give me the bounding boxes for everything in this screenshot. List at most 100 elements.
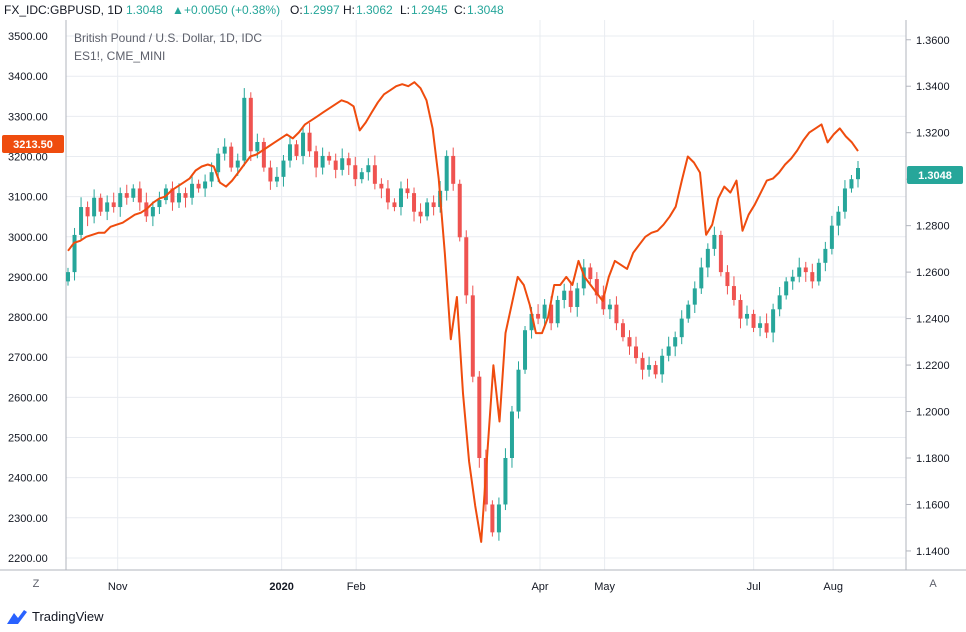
candle [163,184,168,205]
candle [588,263,593,284]
candle [405,178,410,199]
candle [340,148,345,176]
candle-body [327,155,332,161]
right-tick-label: 1.1600 [916,499,950,511]
tradingview-brand[interactable]: TradingView [32,609,104,624]
price-chart[interactable]: 2200.00 2300.00 2400.00 2500.00 2600.00 2700.… [0,0,966,600]
candle-body [79,207,84,235]
candle-body [294,144,299,156]
candle-body [777,295,782,310]
tradingview-logo-icon[interactable] [6,609,28,625]
candle-body [176,193,181,203]
left-tick-label: 2600.00 [8,392,48,404]
candle-body [620,323,625,338]
x-tick-label: Jul [747,581,761,593]
right-tick-label: 1.2800 [916,221,950,233]
grid-lines [66,20,906,570]
candle [620,319,625,342]
candle [72,227,77,281]
candle [353,156,358,187]
candle [314,145,319,178]
candle-body [816,262,821,282]
candle [444,150,449,201]
candle-body [379,183,384,189]
candle-body [222,146,227,154]
candle [816,258,821,286]
candle [222,138,227,161]
left-tick-label: 2800.00 [8,312,48,324]
left-axis-ticks: 2200.00 2300.00 2400.00 2500.00 2600.00 2700.… [8,31,48,565]
right-axis-ticks: 1.1400 1.1600 1.1800 1.2000 1.2200 1.2400 1.26… [906,35,950,558]
candle [751,309,756,333]
legend-secondary: ES1!, CME_MINI [74,49,165,63]
candle [516,361,521,419]
candle [771,303,776,343]
left-last-value: 3213.50 [13,139,53,151]
candle-body [529,313,534,331]
candle-body [673,337,678,347]
candle [823,241,828,272]
candle [379,178,384,199]
candle-body [797,267,802,277]
candle-body [92,197,97,217]
candle [431,195,436,216]
symbol-name[interactable]: FX_IDC:GBPUSD, 1D [4,3,123,17]
candle [346,152,351,175]
left-tick-label: 3500.00 [8,31,48,43]
candle-body [412,193,417,212]
candle [803,261,808,282]
candle [320,147,325,175]
price-change: +0.0050 (+0.38%) [184,3,281,17]
candle [764,313,769,339]
candle-body [614,304,619,324]
candle [98,193,103,216]
candle [287,135,292,168]
candle [829,215,834,255]
candle-body [686,304,691,319]
candle-body [562,290,567,300]
candle-body [203,181,208,189]
candle [372,155,377,190]
candle-body [72,234,77,273]
left-tick-label: 3000.00 [8,232,48,244]
low-label: L: [400,3,411,17]
candle-body [105,202,110,212]
candle [718,230,723,277]
candle [810,263,815,289]
candle-body [790,276,795,282]
zoom-button[interactable]: Z [32,578,40,590]
open-value: 1.2997 [303,3,340,17]
candle-body [66,272,70,282]
candle [157,191,162,215]
x-tick-label: Feb [347,581,366,593]
candle-body [372,165,377,184]
right-tick-label: 1.2000 [916,407,950,419]
candle [301,125,306,165]
candle [327,151,332,165]
candle-body [542,304,547,319]
candle [842,180,847,219]
candle-body [509,411,514,459]
candle [679,310,684,345]
candle-body [745,313,750,319]
candle [692,281,697,314]
candle-body [523,330,528,370]
x-tick-label: Nov [108,581,128,593]
auto-scale-button[interactable]: A [929,578,937,590]
candle-body [385,188,390,203]
candle [274,167,279,188]
candle [111,192,116,213]
right-tick-label: 1.2600 [916,267,950,279]
candle-body [457,183,462,238]
candle [784,277,789,300]
candle [666,336,671,362]
candle [836,206,841,236]
candle-body [320,155,325,168]
candle-body [758,323,763,328]
close-label: C: [454,3,466,17]
candle-body [242,97,247,161]
candle-body [392,202,397,208]
candle-body [131,188,136,198]
left-tick-label: 2900.00 [8,272,48,284]
candle-body [549,304,554,324]
